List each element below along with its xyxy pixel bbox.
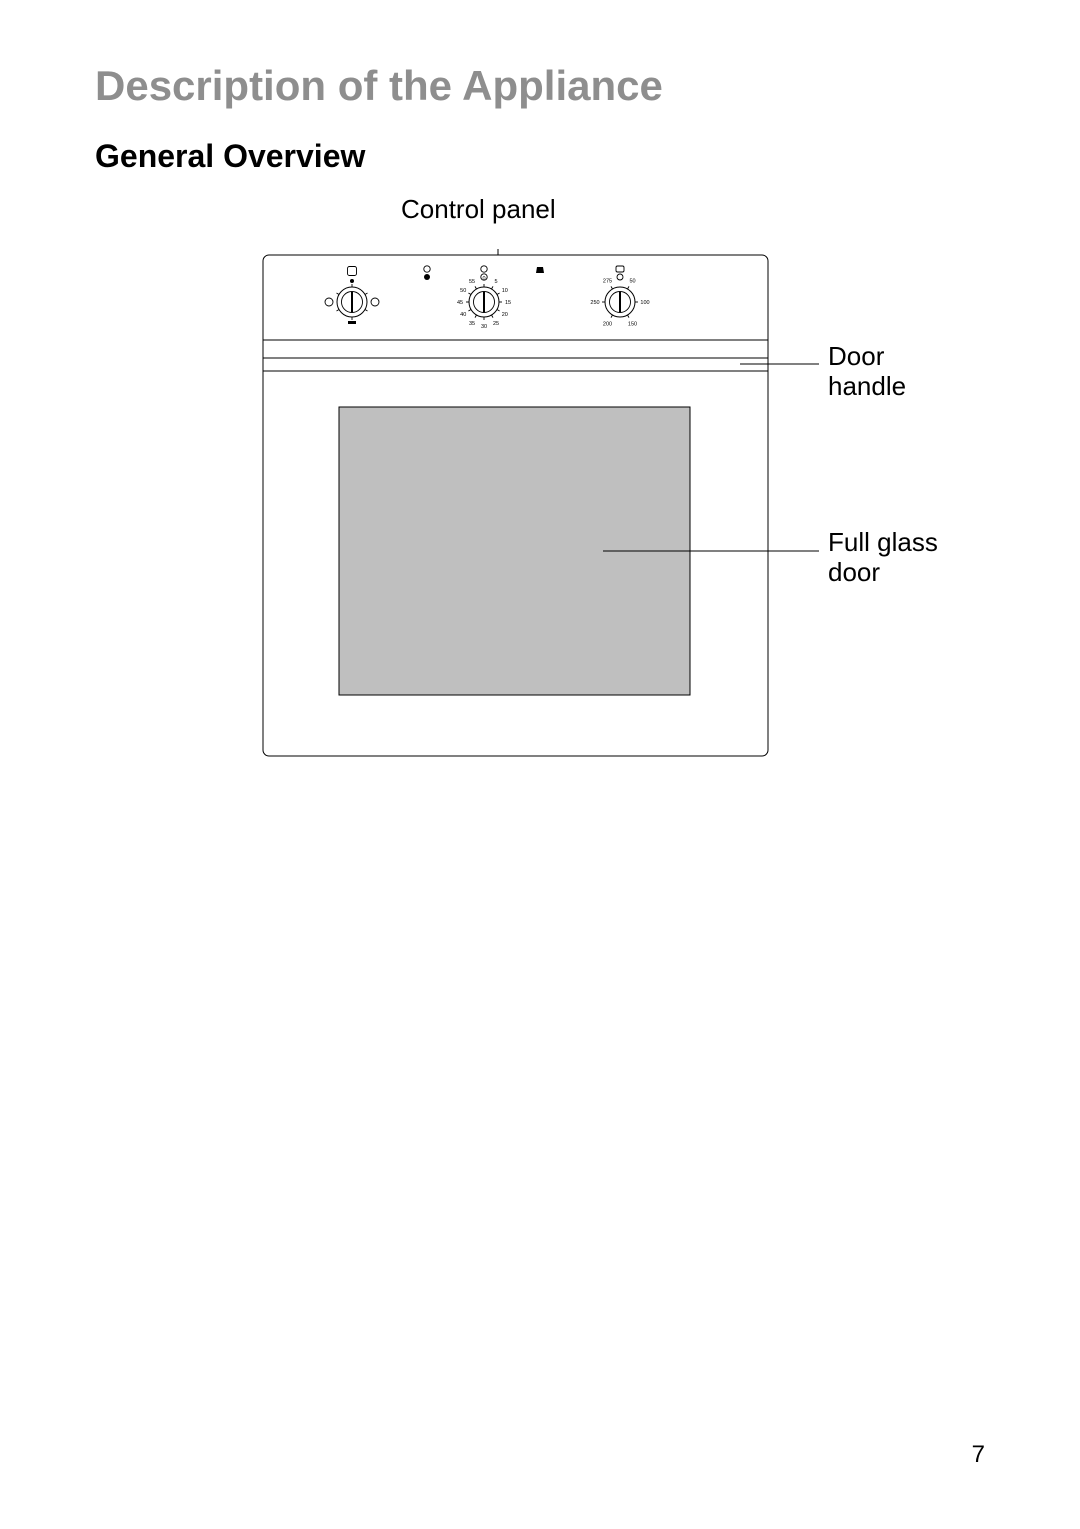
svg-text:150: 150 [628, 322, 637, 328]
svg-text:30: 30 [481, 324, 487, 330]
svg-text:100: 100 [640, 300, 649, 306]
svg-text:5: 5 [494, 279, 497, 285]
label-door-handle: Door handle [828, 342, 906, 402]
svg-text:50: 50 [460, 288, 466, 294]
svg-text:20: 20 [502, 312, 508, 318]
page-title: Description of the Appliance [95, 62, 663, 110]
svg-text:35: 35 [469, 321, 475, 327]
svg-text:0: 0 [482, 276, 485, 282]
svg-text:25: 25 [493, 321, 499, 327]
page: Description of the Appliance General Ove… [0, 0, 1080, 1529]
svg-text:45: 45 [457, 300, 463, 306]
oven-diagram: 0510152025303540455055 50100150200250275 [258, 247, 828, 757]
svg-text:250: 250 [590, 300, 599, 306]
label-control-panel: Control panel [401, 195, 556, 225]
page-number: 7 [972, 1441, 985, 1469]
section-subtitle: General Overview [95, 138, 365, 175]
svg-text:200: 200 [603, 322, 612, 328]
svg-text:275: 275 [603, 278, 612, 284]
svg-text:15: 15 [505, 300, 511, 306]
svg-text:50: 50 [629, 278, 635, 284]
svg-text:40: 40 [460, 312, 466, 318]
svg-text:55: 55 [469, 279, 475, 285]
svg-text:10: 10 [502, 288, 508, 294]
label-full-glass-door: Full glass door [828, 528, 938, 588]
